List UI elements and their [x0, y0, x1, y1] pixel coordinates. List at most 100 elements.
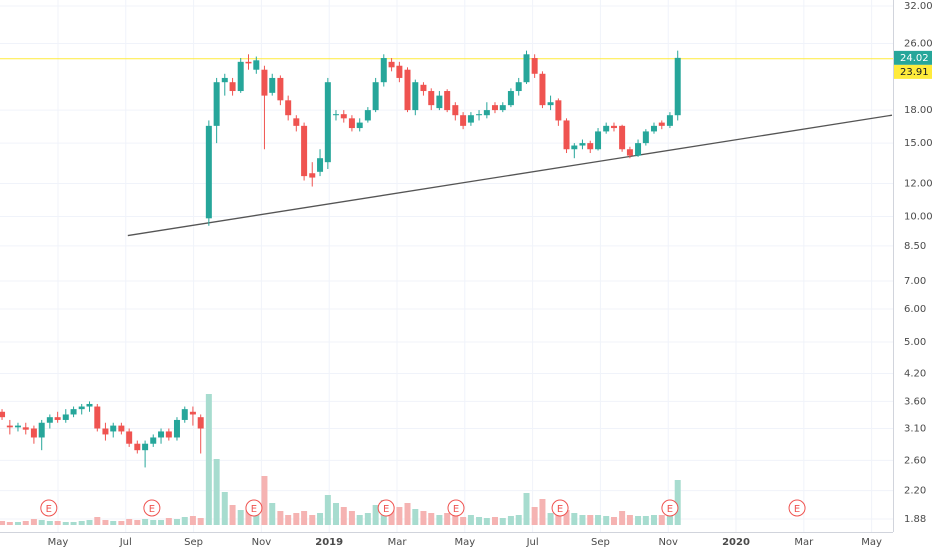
volume-bar [253, 513, 260, 525]
candle-body [642, 131, 649, 144]
volume-bar [126, 519, 133, 525]
candle-body [340, 114, 347, 119]
x-tick-label: May [48, 537, 69, 548]
volume-bar [372, 505, 379, 525]
trend-line [127, 114, 893, 237]
candle-body [547, 102, 554, 106]
volume-bar [293, 513, 300, 525]
y-tick-label: 12.00 [904, 178, 932, 189]
volume-bar [150, 520, 157, 525]
candle-body [603, 125, 610, 132]
last-price-label: 24.02 [900, 53, 929, 64]
volume-bar [229, 505, 236, 525]
candle-body [173, 419, 180, 438]
candle-body [555, 100, 562, 121]
volume-bar [420, 511, 427, 525]
candle-body [269, 77, 276, 93]
volume-bar [587, 515, 594, 525]
volume-bar [54, 521, 61, 525]
candle-body [571, 145, 578, 150]
candle-body [22, 427, 29, 430]
volume-bar [317, 513, 324, 525]
volume-bar [658, 515, 665, 525]
volume-bar [476, 517, 483, 525]
volume-bar [277, 511, 284, 525]
candle-body [674, 57, 681, 116]
candle-body [460, 115, 467, 126]
volume-bar [30, 519, 37, 525]
y-tick-label: 7.00 [904, 276, 926, 287]
event-label: E [251, 504, 257, 515]
volume-bar [666, 513, 673, 525]
volume-bar [531, 507, 538, 525]
candle-body [189, 411, 196, 415]
event-marker [377, 499, 395, 517]
candle-body [491, 105, 498, 111]
candle-body [229, 82, 236, 92]
candle-body [507, 91, 514, 106]
volume-bar [507, 516, 514, 525]
candle-body [213, 82, 220, 126]
candle-body [134, 443, 141, 451]
event-label: E [149, 504, 155, 515]
volume-bar [603, 516, 610, 525]
y-tick-label: 8.50 [904, 241, 926, 252]
candle-body [372, 82, 379, 111]
volume-bar [205, 394, 212, 525]
candle-body [658, 122, 665, 126]
volume-bar [70, 522, 77, 525]
candle-body [476, 114, 483, 116]
event-label: E [557, 504, 563, 515]
event-marker [245, 499, 263, 517]
candle-body [110, 425, 117, 432]
candle-body [388, 61, 395, 68]
candle-body [150, 437, 157, 444]
event-label: E [794, 504, 800, 515]
volume-bar [674, 480, 681, 525]
candle-body [94, 406, 101, 429]
y-tick-label: 4.20 [904, 369, 926, 380]
candle-body [404, 69, 411, 111]
volume-bar [245, 507, 252, 525]
x-tick-label: May [861, 537, 882, 548]
volume-bar [0, 521, 6, 525]
candle-body [619, 125, 626, 150]
volume-bar [499, 518, 506, 525]
volume-bar [38, 520, 45, 525]
candle-body [595, 131, 602, 150]
candle-body [261, 69, 268, 96]
volume-bar [579, 515, 586, 525]
candle-body [181, 409, 188, 420]
volume-bar [635, 516, 642, 525]
volume-bar [181, 517, 188, 525]
volume-bar [46, 521, 53, 525]
candle-body [86, 403, 93, 407]
y-tick-label: 3.60 [904, 396, 926, 407]
event-label: E [453, 504, 459, 515]
event-label: E [383, 504, 389, 515]
last-price-box [894, 50, 932, 65]
y-tick-label: 1.88 [904, 514, 926, 525]
x-tick-label: Sep [184, 537, 203, 548]
candle-body [587, 143, 594, 150]
candle-body [436, 95, 443, 109]
y-tick-label: 5.00 [904, 337, 926, 348]
candle-body [38, 422, 45, 438]
candle-body [293, 118, 300, 126]
y-tick-label: 15.00 [904, 138, 932, 149]
candle-body [483, 110, 490, 116]
candle-body [539, 73, 546, 106]
volume-bar [610, 517, 617, 525]
y-tick-label: 10.00 [904, 211, 932, 222]
volume-bar [396, 507, 403, 525]
event-marker [447, 499, 465, 517]
event-marker [788, 499, 806, 517]
volume-bar [22, 521, 29, 525]
candle-body [6, 425, 13, 428]
volume-bar [356, 515, 363, 525]
event-label: E [667, 504, 673, 515]
y-tick-label: 32.00 [904, 1, 932, 12]
volume-bar [6, 522, 13, 525]
